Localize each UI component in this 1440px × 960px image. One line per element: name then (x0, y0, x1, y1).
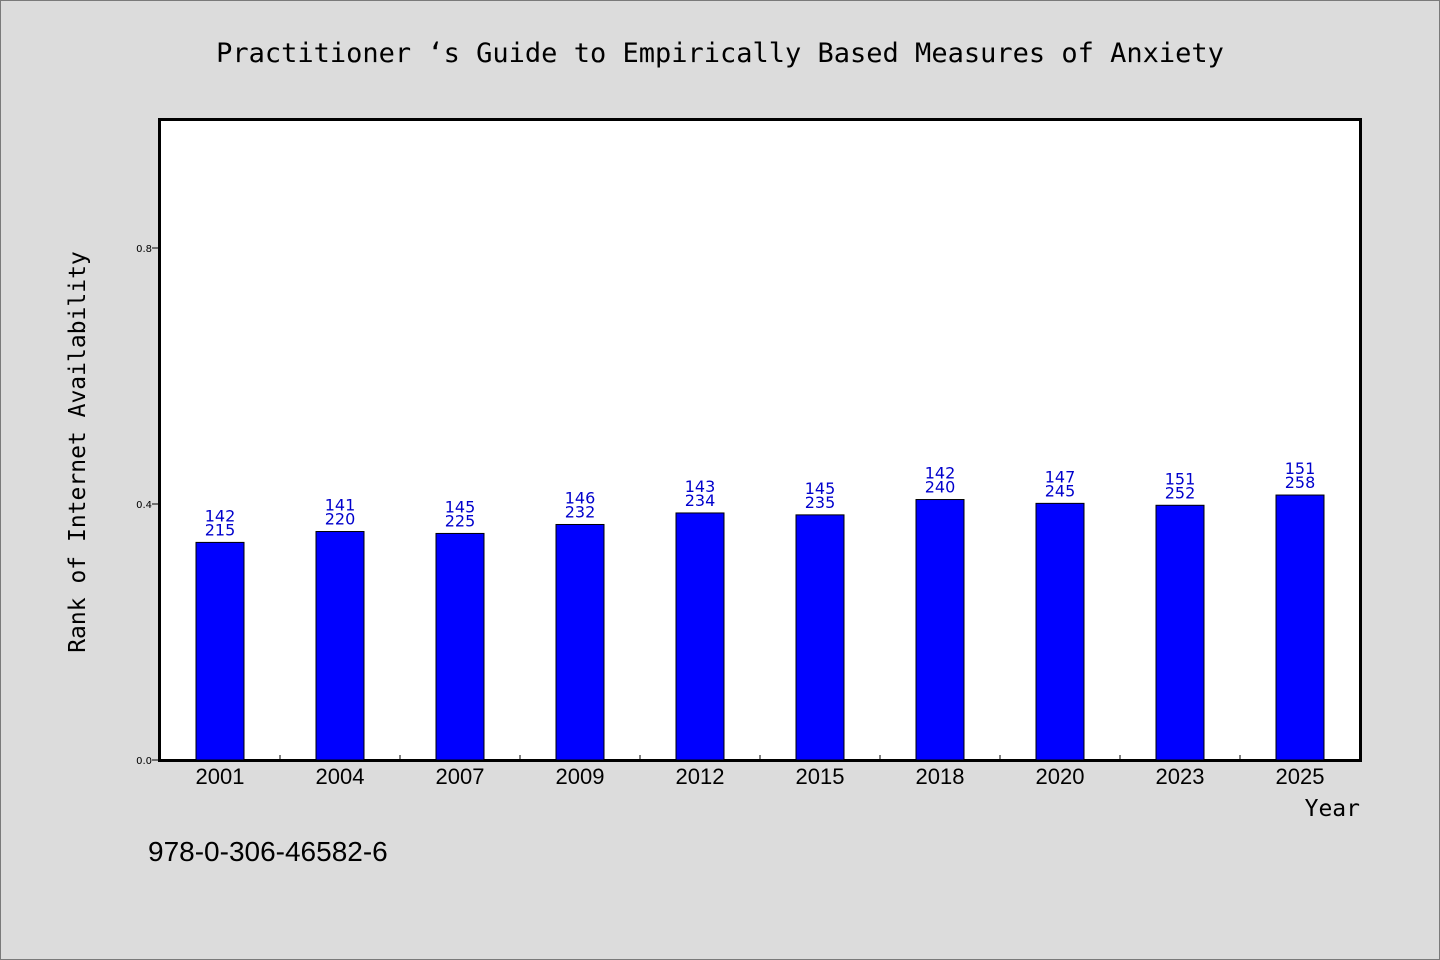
bar-label-top: 151 (1285, 459, 1316, 478)
bar-label-top: 147 (1045, 467, 1076, 486)
x-tick-label: 2023 (1156, 764, 1205, 789)
bar-label-bottom: 232 (565, 502, 596, 521)
y-tick-label: 0.0 (136, 756, 152, 767)
chart-title: Practitioner ‘s Guide to Empirically Bas… (216, 38, 1224, 69)
isbn-text: 978-0-306-46582-6 (148, 836, 388, 867)
bar-2001 (195, 541, 245, 761)
bar-label-bottom: 240 (925, 478, 956, 497)
bar-2012 (675, 512, 725, 761)
x-tick-label: 2012 (676, 764, 725, 789)
bar-label-top: 141 (325, 496, 356, 515)
bar-label-bottom: 235 (805, 493, 836, 512)
bar-2007 (435, 532, 485, 761)
bar-label-top: 151 (1165, 469, 1196, 488)
bar-label-bottom: 258 (1285, 473, 1316, 492)
bar-label-top: 145 (805, 479, 836, 498)
y-tick-label: 0.8 (136, 244, 152, 255)
bar-label-bottom: 215 (205, 520, 236, 539)
bar-label-bottom: 220 (325, 510, 356, 529)
bar-label-bottom: 234 (685, 491, 716, 510)
bar-2020 (1035, 502, 1085, 761)
bar-2015 (795, 514, 845, 761)
bar-label-bottom: 245 (1045, 481, 1076, 500)
bar-2009 (555, 523, 605, 761)
x-tick-label: 2020 (1036, 764, 1085, 789)
x-tick-label: 2015 (796, 764, 845, 789)
x-tick-label: 2004 (316, 764, 365, 789)
bar-label-top: 142 (925, 464, 956, 483)
x-tick-label: 2009 (556, 764, 605, 789)
bar-2023 (1155, 504, 1205, 761)
y-tick-label: 0.4 (136, 500, 152, 511)
bar-2018 (915, 499, 965, 761)
bar-label-bottom: 225 (445, 511, 476, 530)
bar-2025 (1275, 494, 1325, 761)
x-tick-label: 2007 (436, 764, 485, 789)
bar-label-top: 146 (565, 488, 596, 507)
bar-label-top: 142 (205, 506, 236, 525)
x-tick-label: 2025 (1276, 764, 1325, 789)
x-tick-label: 2018 (916, 764, 965, 789)
bar-label-top: 145 (445, 497, 476, 516)
bar-label-top: 143 (685, 477, 716, 496)
bar-label-bottom: 252 (1165, 483, 1196, 502)
bar-2004 (315, 531, 365, 761)
x-tick-label: 2001 (196, 764, 245, 789)
x-axis-label: Year (1304, 796, 1360, 822)
